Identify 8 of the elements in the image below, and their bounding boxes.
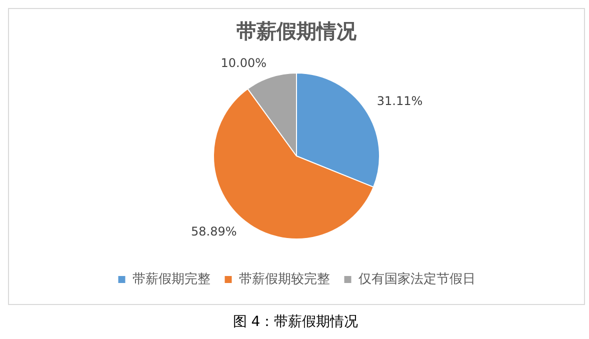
chart-title: 带薪假期情况 [236, 19, 358, 44]
legend-label: 仅有国家法定节假日 [358, 270, 476, 287]
caption: 图 4：带薪假期情况 [232, 313, 360, 331]
data-label: 58.89% [191, 224, 237, 239]
legend-label: 带薪假期完整 [132, 270, 210, 287]
data-label: 10.00% [220, 56, 267, 70]
data-label: 31.11% [376, 94, 423, 108]
legend-label: 带薪假期较完整 [238, 270, 330, 287]
